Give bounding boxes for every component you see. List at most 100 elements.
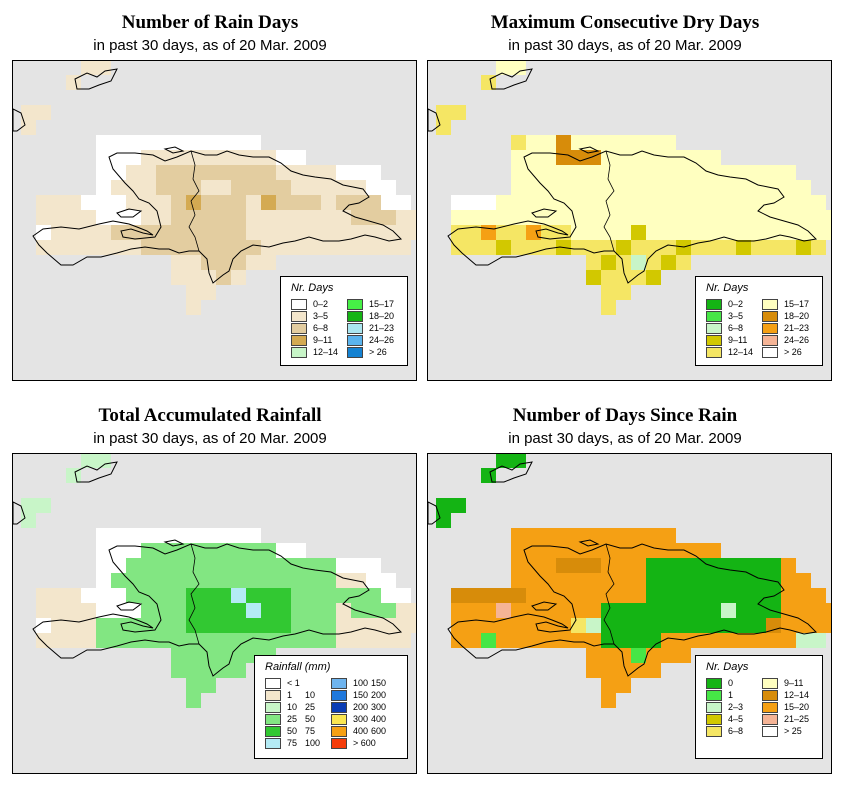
grid-cell (336, 195, 351, 210)
grid-cell (336, 210, 351, 225)
grid-cell (111, 150, 126, 165)
grid-cell (321, 225, 336, 240)
grid-cell (201, 648, 216, 663)
legend-label: 15–17 (784, 299, 809, 310)
grid-cell (171, 543, 186, 558)
legend-label-low: 1 (728, 690, 734, 700)
grid-cell (511, 528, 526, 543)
legend-label: 6–8 (728, 726, 743, 737)
legend-label-low: 9–11 (784, 678, 804, 688)
grid-cell (676, 195, 691, 210)
grid-cell (96, 558, 111, 573)
grid-cell (66, 75, 81, 90)
panel-subtitle: in past 30 days, as of 20 Mar. 2009 (93, 430, 327, 447)
grid-cell (616, 618, 631, 633)
grid-cell (721, 210, 736, 225)
grid-cell (661, 225, 676, 240)
grid-cell (261, 558, 276, 573)
grid-cell (601, 285, 616, 300)
grid-cell (96, 618, 111, 633)
grid-cell (306, 180, 321, 195)
grid-cell (646, 180, 661, 195)
grid-cell (451, 498, 466, 513)
grid-cell (631, 618, 646, 633)
legend-label-low: 6–8 (313, 323, 329, 333)
panel-title: Number of Rain Days (121, 12, 299, 33)
grid-cell (601, 150, 616, 165)
grid-cell (661, 210, 676, 225)
legend-label: 10 25 (287, 702, 315, 713)
legend-label-low: 15–17 (369, 299, 395, 309)
legend-swatch (762, 678, 778, 689)
grid-cell (646, 210, 661, 225)
grid-cell (156, 633, 171, 648)
grid-cell (481, 603, 496, 618)
grid-cell (246, 573, 261, 588)
grid-cell (171, 648, 186, 663)
grid-cell (571, 558, 586, 573)
grid-cell (601, 573, 616, 588)
grid-cell (526, 528, 541, 543)
grid-cell (51, 240, 66, 255)
grid-cell (306, 210, 321, 225)
grid-cell (631, 588, 646, 603)
legend: Rainfall (mm) < 1 1 10 10 25 25 50 50 75 75 100 100… (254, 655, 408, 759)
grid-cell (261, 210, 276, 225)
grid-cell (616, 165, 631, 180)
grid-cell (616, 588, 631, 603)
grid-cell (691, 210, 706, 225)
grid-cell (246, 135, 261, 150)
grid-cell (646, 588, 661, 603)
legend-label-high: 200 (371, 690, 387, 700)
grid-cell (691, 588, 706, 603)
legend-label-high: 25 (305, 702, 316, 712)
grid-cell (96, 573, 111, 588)
grid-cell (246, 180, 261, 195)
grid-cell (646, 225, 661, 240)
grid-cell (186, 240, 201, 255)
grid-cell (36, 240, 51, 255)
grid-cell (646, 573, 661, 588)
grid-cell (661, 528, 676, 543)
grid-cell (171, 135, 186, 150)
legend-swatch (706, 690, 722, 701)
legend-label-low: 21–25 (784, 714, 810, 724)
grid-cell (451, 240, 466, 255)
grid-cell (201, 588, 216, 603)
grid-cell (631, 270, 646, 285)
grid-cell (216, 528, 231, 543)
grid-cell (541, 528, 556, 543)
grid-cell (141, 210, 156, 225)
grid-cell (436, 513, 451, 528)
grid-cell (321, 588, 336, 603)
grid-cell (466, 210, 481, 225)
grid-cell (141, 543, 156, 558)
grid-cell (81, 240, 96, 255)
grid-cell (766, 633, 781, 648)
grid-cell (351, 573, 366, 588)
grid-cell (496, 633, 511, 648)
grid-cell (171, 588, 186, 603)
grid-cell (186, 285, 201, 300)
grid-cell (201, 255, 216, 270)
grid-cell (706, 543, 721, 558)
grid-cell (586, 150, 601, 165)
legend-label-low: 24–26 (369, 335, 395, 345)
island-outline (74, 68, 118, 90)
grid-cell (126, 150, 141, 165)
grid-cell (631, 558, 646, 573)
legend-label: 21–25 (784, 714, 809, 725)
grid-cell (601, 165, 616, 180)
grid-cell (511, 573, 526, 588)
grid-cell (201, 573, 216, 588)
grid-cell (706, 180, 721, 195)
grid-cell (201, 618, 216, 633)
grid-cell (276, 603, 291, 618)
grid-cell (676, 180, 691, 195)
legend-swatch (706, 702, 722, 713)
grid-cell (676, 558, 691, 573)
legend-label: 12–14 (728, 347, 753, 358)
grid-cell (186, 573, 201, 588)
legend-label-low: 9–11 (728, 335, 748, 345)
legend-swatch (265, 738, 281, 749)
